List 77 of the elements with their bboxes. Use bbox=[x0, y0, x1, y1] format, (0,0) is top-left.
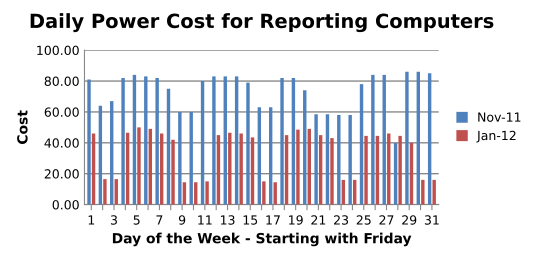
bar bbox=[284, 135, 288, 205]
bar bbox=[194, 182, 198, 205]
bar bbox=[303, 90, 306, 205]
y-axis-title: Cost bbox=[17, 110, 28, 144]
bar bbox=[314, 114, 318, 205]
x-tick-label: 29 bbox=[402, 215, 416, 225]
bar bbox=[126, 132, 130, 205]
bar bbox=[239, 134, 243, 205]
x-tick-label: 9 bbox=[178, 215, 186, 225]
bar bbox=[348, 115, 352, 205]
x-tick-label: 21 bbox=[311, 215, 326, 225]
x-tick-label: 11 bbox=[198, 215, 212, 225]
bar bbox=[308, 128, 311, 205]
bar bbox=[296, 130, 300, 205]
bar bbox=[212, 76, 216, 205]
bar bbox=[398, 136, 402, 205]
bar bbox=[103, 179, 107, 205]
x-tick-label: 13 bbox=[220, 215, 234, 225]
bar bbox=[258, 107, 262, 205]
x-tick-label: 17 bbox=[266, 215, 280, 225]
bar bbox=[262, 181, 266, 205]
y-tick-label: 100.00 bbox=[37, 46, 79, 56]
bar bbox=[98, 106, 102, 205]
bar bbox=[274, 182, 277, 205]
bar bbox=[132, 74, 136, 205]
bar bbox=[114, 179, 118, 205]
bar bbox=[405, 72, 409, 205]
x-tick-label: 25 bbox=[356, 215, 371, 225]
bar bbox=[228, 132, 232, 205]
x-axis-title: Day of the Week - Starting with Friday bbox=[112, 232, 412, 246]
bar bbox=[432, 180, 436, 205]
bar bbox=[353, 180, 356, 205]
bar bbox=[292, 78, 296, 205]
x-tick-label: 19 bbox=[289, 215, 303, 225]
bar bbox=[200, 81, 204, 205]
x-tick-label: 31 bbox=[424, 215, 439, 225]
x-tick-label: 5 bbox=[134, 215, 140, 225]
bar bbox=[190, 112, 193, 205]
x-tick-label: 1 bbox=[88, 215, 94, 225]
bar bbox=[110, 101, 114, 205]
bar bbox=[182, 182, 186, 205]
bar bbox=[382, 74, 386, 205]
bar bbox=[92, 134, 96, 205]
bar bbox=[371, 74, 375, 205]
bar bbox=[342, 180, 346, 205]
bar bbox=[268, 107, 272, 205]
bar bbox=[376, 136, 380, 205]
bar bbox=[416, 72, 420, 205]
x-tick-label: 27 bbox=[379, 215, 394, 225]
y-tick-label: 60.00 bbox=[44, 107, 79, 117]
x-tick-label: 15 bbox=[244, 215, 258, 225]
bar bbox=[394, 142, 398, 205]
bar bbox=[205, 181, 209, 205]
bar bbox=[364, 136, 368, 205]
bar bbox=[421, 180, 425, 205]
bar bbox=[155, 78, 159, 205]
bar bbox=[160, 134, 164, 205]
y-tick-label: 0.00 bbox=[52, 200, 79, 210]
x-tick-label: 3 bbox=[110, 215, 117, 225]
y-tick-label: 80.00 bbox=[44, 76, 79, 86]
bar bbox=[318, 135, 322, 205]
bar bbox=[234, 76, 238, 205]
x-tick-label: 7 bbox=[156, 215, 162, 225]
bar bbox=[178, 112, 182, 205]
y-tick-label: 20.00 bbox=[44, 169, 79, 179]
legend-label: Nov-11 bbox=[478, 112, 520, 122]
bar bbox=[224, 76, 227, 205]
y-tick-label: 40.00 bbox=[44, 138, 79, 148]
x-tick-label: 23 bbox=[334, 215, 348, 225]
bar bbox=[121, 78, 125, 205]
bar bbox=[144, 76, 148, 205]
chart-title: Daily Power Cost for Reporting Computers bbox=[30, 13, 494, 32]
legend-label: Jan-12 bbox=[476, 130, 516, 142]
bar bbox=[148, 128, 152, 205]
bar bbox=[387, 134, 390, 205]
bar bbox=[428, 73, 432, 205]
bar bbox=[337, 115, 341, 205]
